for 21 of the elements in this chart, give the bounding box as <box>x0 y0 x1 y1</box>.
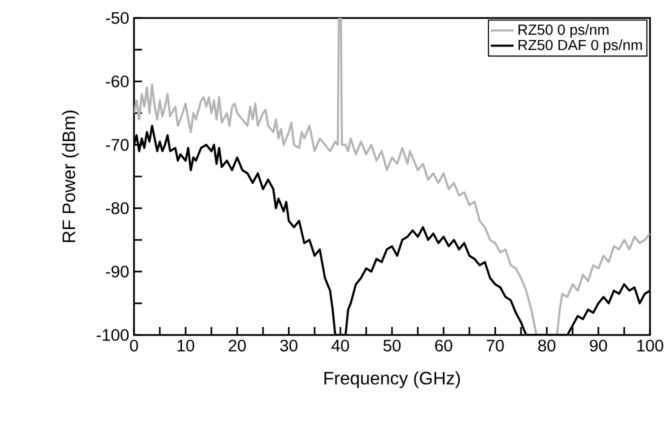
x-tick-label: 40 <box>332 340 350 352</box>
y-tick-label: -70 <box>106 138 129 151</box>
x-tick-label: 70 <box>486 340 504 352</box>
x-tick-label: 80 <box>538 340 556 352</box>
x-tick-label: 60 <box>435 340 452 352</box>
x-tick-label: 50 <box>383 340 401 352</box>
x-tick-label: 10 <box>178 340 194 352</box>
y-tick-label: -80 <box>106 202 129 214</box>
x-axis-title: Frequency (GHz) <box>324 371 460 388</box>
y-tick-label: -60 <box>106 76 129 88</box>
x-tick-label: 90 <box>590 340 608 352</box>
y-axis-title: RF Power (dBm) <box>62 110 79 242</box>
legend-label: RZ50 0 ps/nm <box>518 24 608 38</box>
legend-label: RZ50 DAF 0 ps/nm <box>518 39 642 54</box>
x-tick-label: 0 <box>130 340 138 352</box>
x-tick-label: 30 <box>280 340 298 352</box>
x-tick-label: 100 <box>637 340 664 352</box>
y-tick-label: -100 <box>96 329 129 341</box>
y-tick-label: -90 <box>106 266 129 278</box>
x-tick-label: 20 <box>228 340 246 352</box>
y-tick-label: -50 <box>106 12 129 24</box>
